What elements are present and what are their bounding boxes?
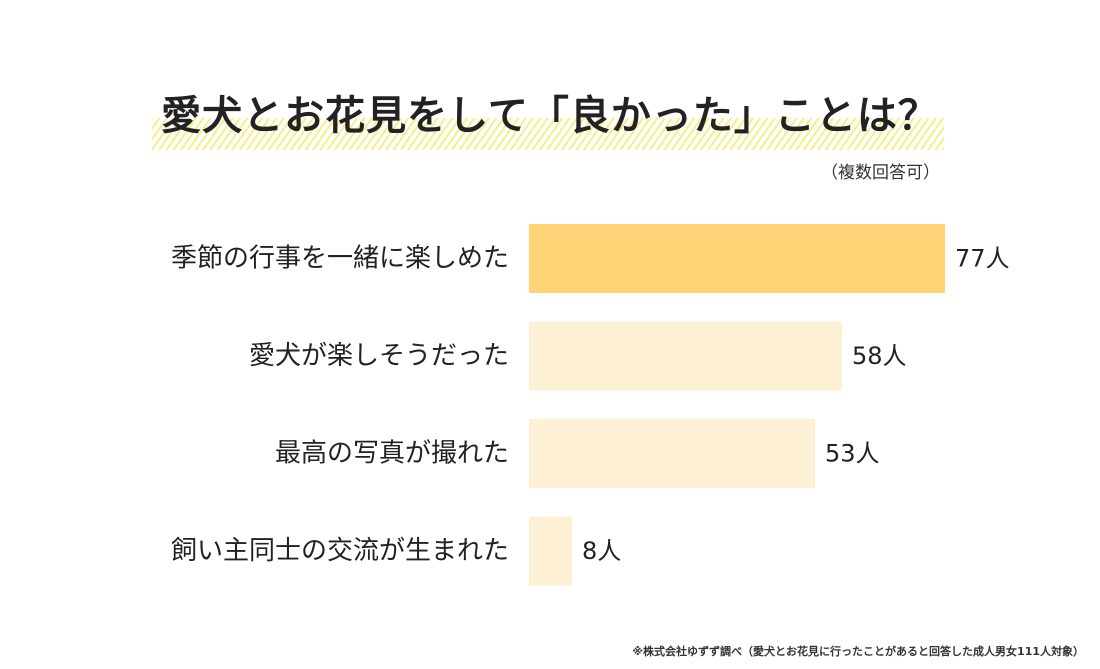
- value-label-4: 8人: [582, 537, 621, 565]
- source-footnote: ※株式会社ゆずず調べ（愛犬とお花見に行ったことがあると回答した成人男女111人対…: [632, 645, 1084, 658]
- bar-2: [529, 321, 842, 391]
- bar-3: [529, 419, 815, 488]
- chart-subtitle: （複数回答可）: [821, 163, 940, 183]
- bar-4: [529, 516, 572, 586]
- value-label-3: 53人: [825, 440, 880, 468]
- category-label-2: 愛犬が楽しそうだった: [249, 341, 509, 371]
- category-label-4: 飼い主同士の交流が生まれた: [171, 536, 509, 566]
- chart-title: 愛犬とお花見をして「良かった」ことは？: [161, 93, 939, 139]
- title-highlight-stripe: [152, 118, 944, 150]
- category-label-3: 最高の写真が撮れた: [275, 439, 509, 469]
- category-label-1: 季節の行事を一緒に楽しめた: [171, 244, 509, 274]
- bar-1: [529, 224, 945, 293]
- value-label-1: 77人: [955, 245, 1010, 273]
- value-label-2: 58人: [852, 342, 907, 370]
